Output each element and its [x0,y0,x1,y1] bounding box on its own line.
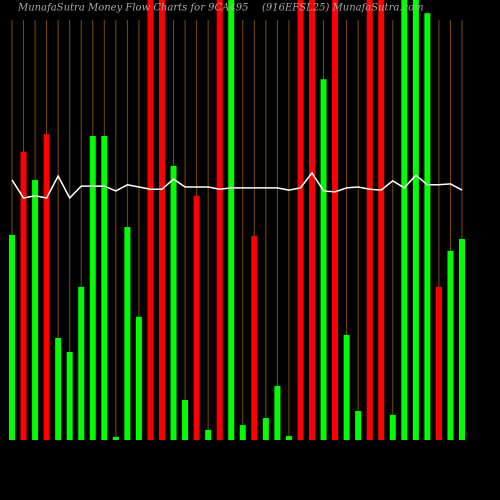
bar [447,250,454,440]
bar [55,337,62,440]
bar [424,13,431,440]
bar [332,0,339,440]
bar [343,334,350,440]
bar [101,135,108,440]
bar [309,0,315,440]
bar [320,79,327,440]
bar [9,234,15,440]
bar [78,286,85,440]
bar [355,410,362,440]
bar [401,0,408,440]
bar [170,165,177,440]
bar [378,0,385,440]
bar [228,0,235,440]
bar [459,238,465,440]
bar [182,399,189,440]
bar [124,227,131,440]
bar [159,0,165,440]
bar [216,0,223,440]
bar [147,0,154,440]
bar [43,134,50,440]
bar [112,436,119,440]
bar [274,385,281,440]
bar [239,425,246,440]
bar [435,286,442,440]
bar [251,235,258,440]
money-flow-line [11,171,463,200]
chart-subtitle: (916EFSL25) MunafaSutra.com [262,3,424,14]
bar [66,352,73,440]
bar [205,429,212,440]
bar [389,414,396,440]
chart-title: MunafaSutra Money Flow Charts for 9CA495 [17,3,248,14]
bar [193,195,200,440]
bar [89,135,96,440]
bar [285,436,292,440]
bar [297,0,304,440]
bar [32,179,39,440]
bar [366,0,373,440]
bar [20,151,27,441]
bar [412,0,419,440]
bar [262,418,269,440]
bar [135,316,142,440]
